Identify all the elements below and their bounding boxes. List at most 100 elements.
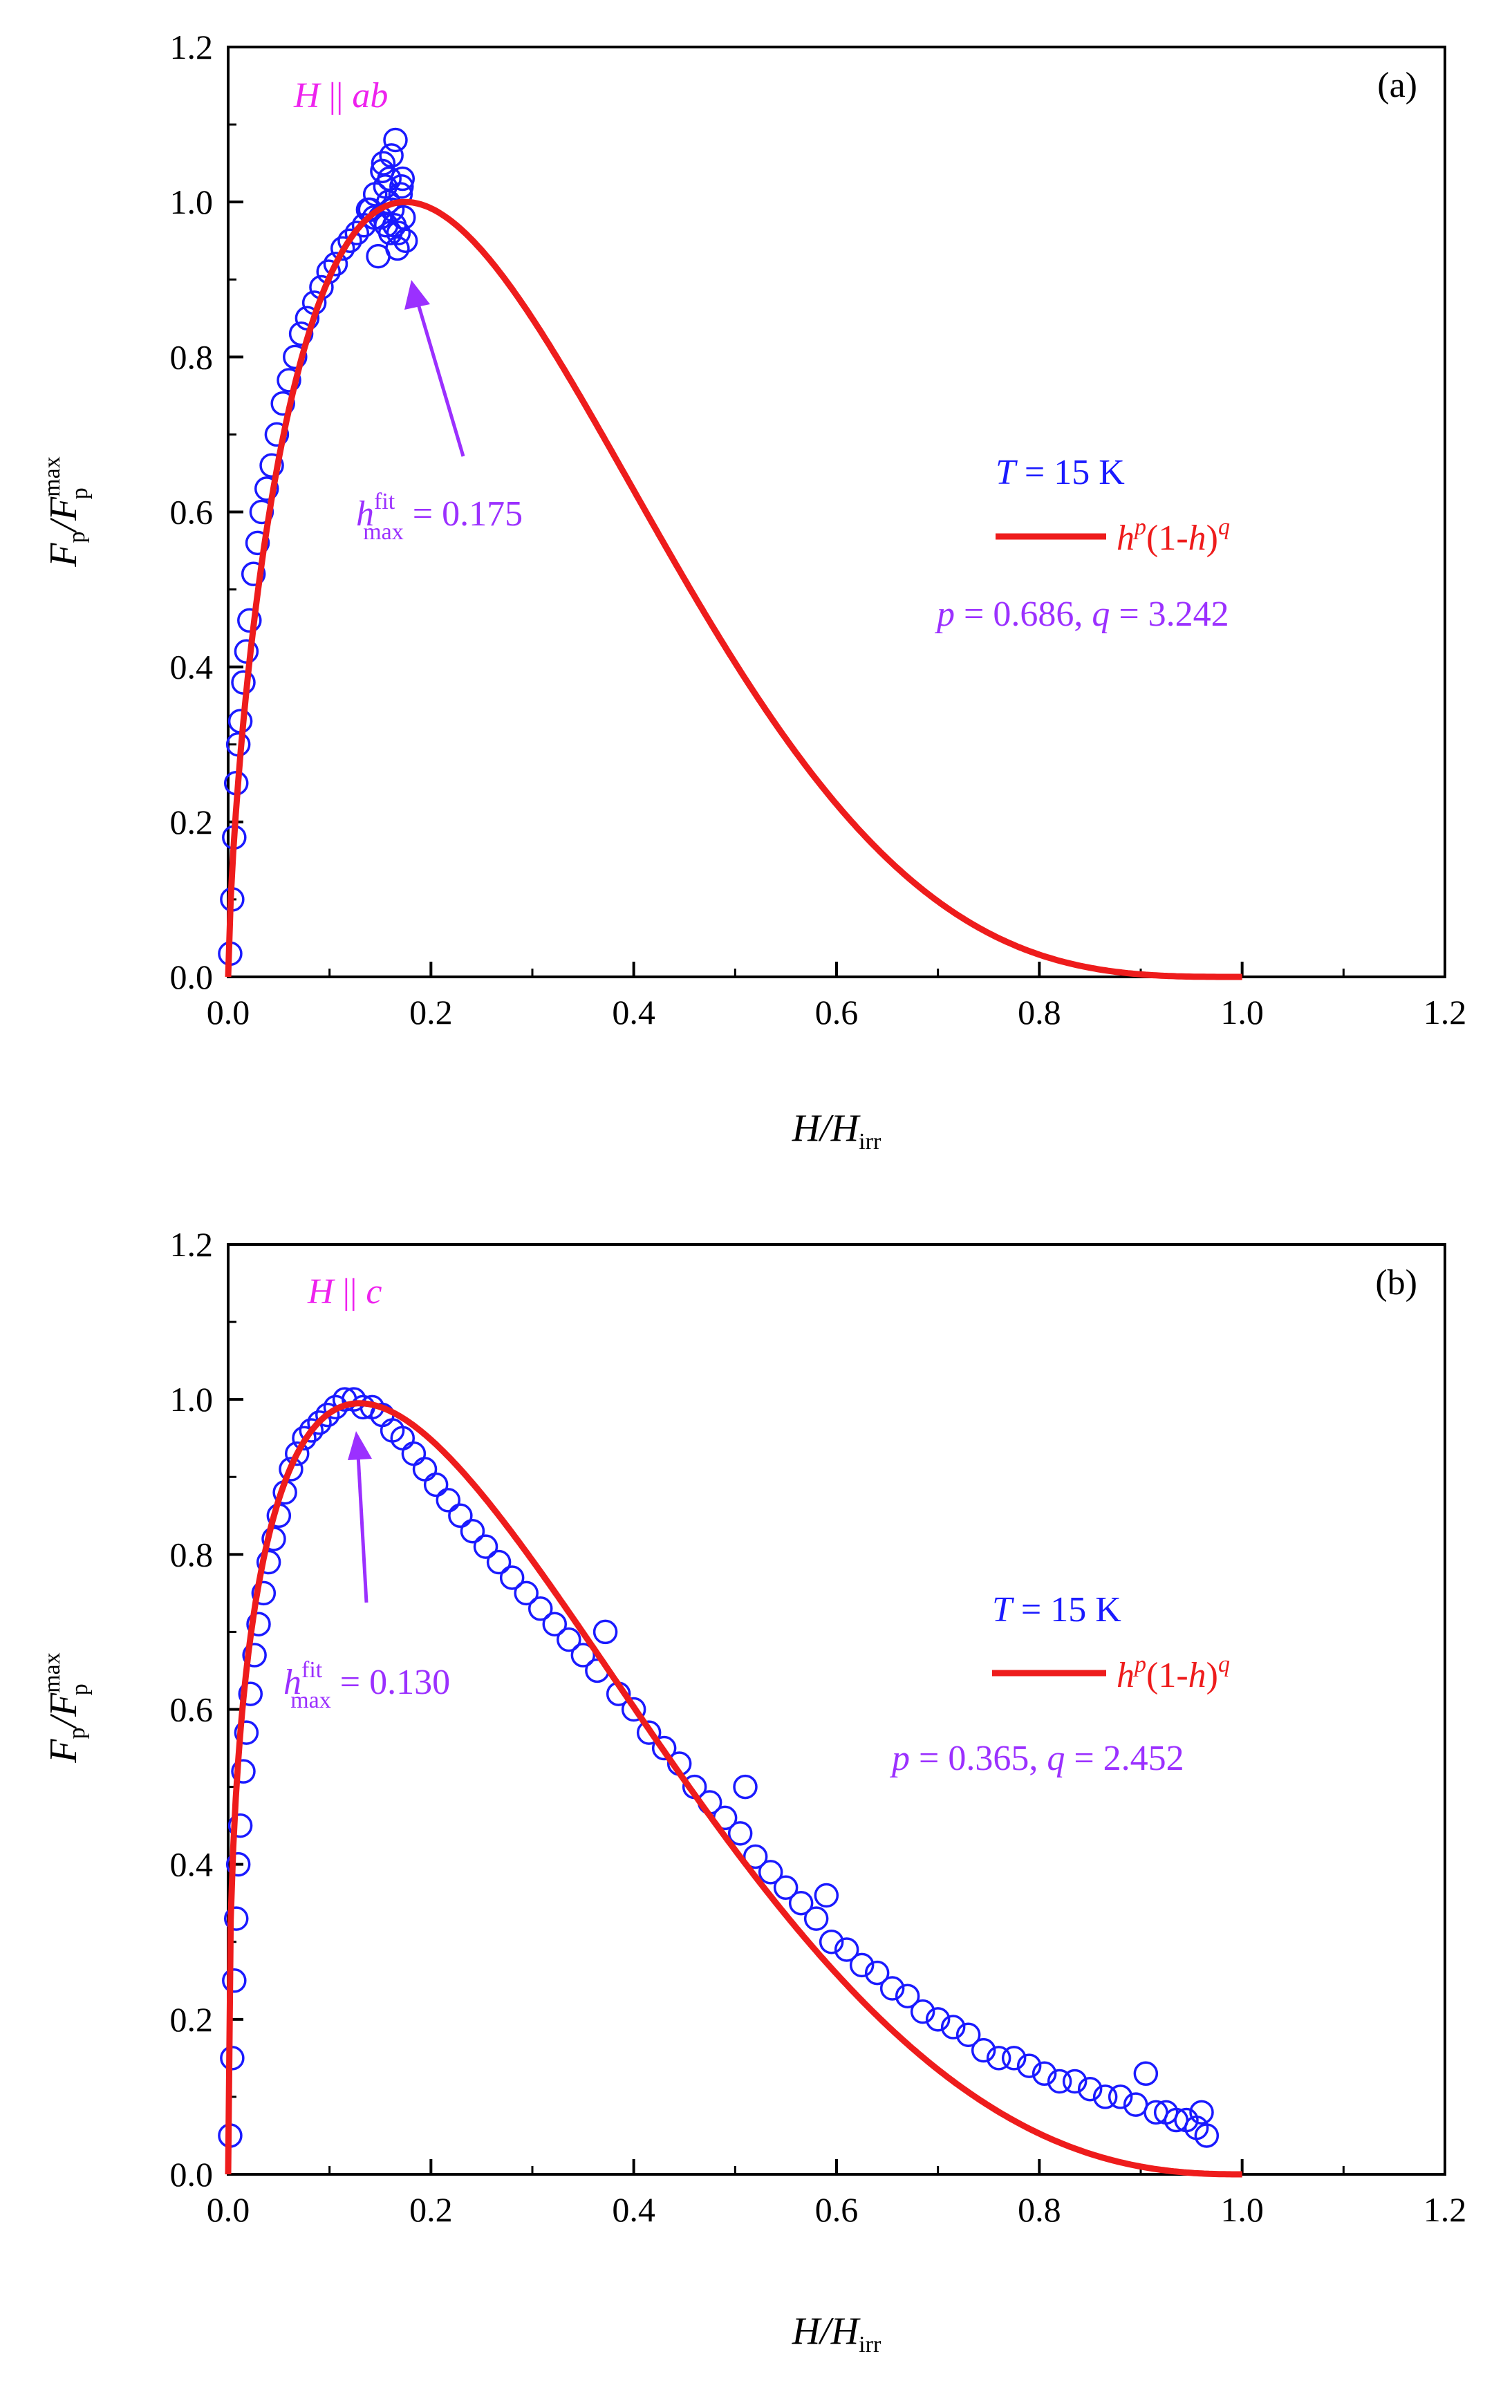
data-point: [971, 2037, 996, 2063]
data-point: [803, 1906, 829, 1931]
y-tick-label: 0.8: [170, 337, 214, 376]
data-point: [925, 2007, 951, 2032]
data-point: [238, 1681, 263, 1706]
data-point: [227, 1813, 253, 1838]
x-ticks: 0.0 0.2 0.4 0.6 0.8 1.0 1.2: [207, 962, 1466, 1032]
data-point: [910, 1999, 935, 2024]
data-point: [242, 1643, 267, 1668]
panel-label: (b): [1375, 1263, 1417, 1303]
data-point: [651, 1735, 677, 1761]
x-tick-label: 1.0: [1220, 2190, 1264, 2229]
data-point: [557, 1627, 581, 1652]
hmax-label: hfit max = 0.175: [356, 489, 523, 545]
data-point: [277, 368, 301, 393]
y-ticks: 0.0 0.2 0.4 0.6 0.8 1.0 1.2: [170, 28, 243, 996]
data-point: [819, 1930, 844, 1954]
x-axis-title: H/Hirr: [792, 1107, 881, 1155]
data-point: [1133, 2061, 1159, 2087]
data-point: [337, 228, 362, 253]
data-point: [362, 205, 386, 230]
data-point: [283, 344, 308, 370]
data-point: [241, 561, 266, 586]
data-point: [259, 453, 284, 478]
y-tick-label: 0.0: [170, 2155, 214, 2194]
data-point: [1092, 2084, 1118, 2109]
y-tick-label: 0.6: [170, 493, 214, 532]
data-point: [288, 321, 314, 346]
data-point: [391, 205, 416, 230]
hmax-arrowhead: [404, 280, 430, 310]
x-tick-label: 0.8: [1018, 2190, 1061, 2229]
x-tick-label: 0.8: [1018, 993, 1061, 1032]
data-point: [264, 422, 290, 447]
y-tick-label: 0.8: [170, 1535, 214, 1574]
data-point: [460, 1518, 485, 1544]
y-tick-label: 1.2: [170, 1225, 214, 1264]
data-point: [279, 1457, 304, 1482]
temperature-label: T = 15 K: [996, 453, 1125, 492]
data-point: [1194, 2123, 1220, 2148]
data-point: [733, 1774, 758, 1800]
data-point: [251, 1580, 277, 1606]
x-tick-label: 0.4: [612, 2190, 655, 2229]
data-point: [1077, 2076, 1103, 2102]
data-point: [389, 174, 414, 199]
data-point: [390, 166, 416, 192]
data-point: [307, 1410, 332, 1435]
data-point: [246, 1612, 271, 1636]
data-point: [383, 127, 408, 153]
x-tick-label: 0.6: [815, 993, 859, 1032]
data-point: [254, 476, 279, 501]
data-point: [849, 1952, 875, 1978]
data-point: [231, 1759, 256, 1784]
data-point: [727, 1821, 753, 1846]
data-point: [237, 608, 262, 633]
hmax-label: hfit max = 0.130: [283, 1657, 450, 1713]
data-point: [514, 1580, 539, 1606]
legend-label: hp(1-h)q: [1117, 514, 1230, 558]
orientation-label: H || c: [307, 1272, 382, 1312]
data-point: [788, 1890, 814, 1916]
data-point: [1032, 2061, 1057, 2087]
data-point: [284, 1441, 310, 1466]
y-axis-title: Fp/Fmaxp: [39, 456, 93, 568]
data-point: [743, 1844, 768, 1869]
data-point: [814, 1883, 839, 1908]
x-tick-label: 0.0: [207, 993, 250, 1032]
data-point: [1062, 2069, 1088, 2094]
data-point: [222, 1968, 247, 1993]
data-point: [223, 1906, 249, 1931]
y-tick-label: 0.2: [170, 803, 214, 841]
hmax-arrow: [416, 304, 465, 457]
y-tick-label: 0.2: [170, 2000, 214, 2039]
data-point: [1047, 2069, 1072, 2094]
data-point: [256, 1549, 281, 1575]
data-point: [592, 1619, 618, 1645]
x-ticks: 0.0 0.2 0.4 0.6 0.8 1.0 1.2: [207, 2159, 1466, 2229]
x-tick-label: 0.2: [409, 993, 453, 1032]
data-point: [986, 2046, 1011, 2071]
scatter-series: [218, 127, 418, 967]
data-point: [385, 236, 410, 261]
data-point: [245, 530, 270, 556]
data-point: [249, 499, 274, 525]
data-point: [436, 1488, 461, 1513]
panel-b: 0.0 0.2 0.4 0.6 0.8 1.0 1.2 0.0 0.2 0.4 0.6 0.8 1.0…: [39, 1225, 1466, 2358]
legend-label: hp(1-h)q: [1117, 1652, 1230, 1695]
data-point: [423, 1472, 449, 1497]
data-point: [570, 1643, 596, 1668]
orientation-label: H || ab: [293, 76, 388, 115]
x-tick-label: 0.4: [612, 993, 655, 1032]
data-point: [225, 1851, 251, 1877]
data-point: [621, 1697, 646, 1722]
y-tick-label: 1.2: [170, 28, 214, 66]
data-point: [955, 2022, 981, 2047]
data-point: [758, 1860, 783, 1885]
data-point: [1189, 2100, 1214, 2125]
y-tick-label: 1.0: [170, 1380, 214, 1419]
data-point: [864, 1960, 890, 1986]
fit-curve: [225, 198, 1242, 980]
x-tick-label: 1.0: [1220, 993, 1264, 1032]
data-point: [379, 143, 404, 168]
panel-label: (a): [1377, 66, 1417, 105]
